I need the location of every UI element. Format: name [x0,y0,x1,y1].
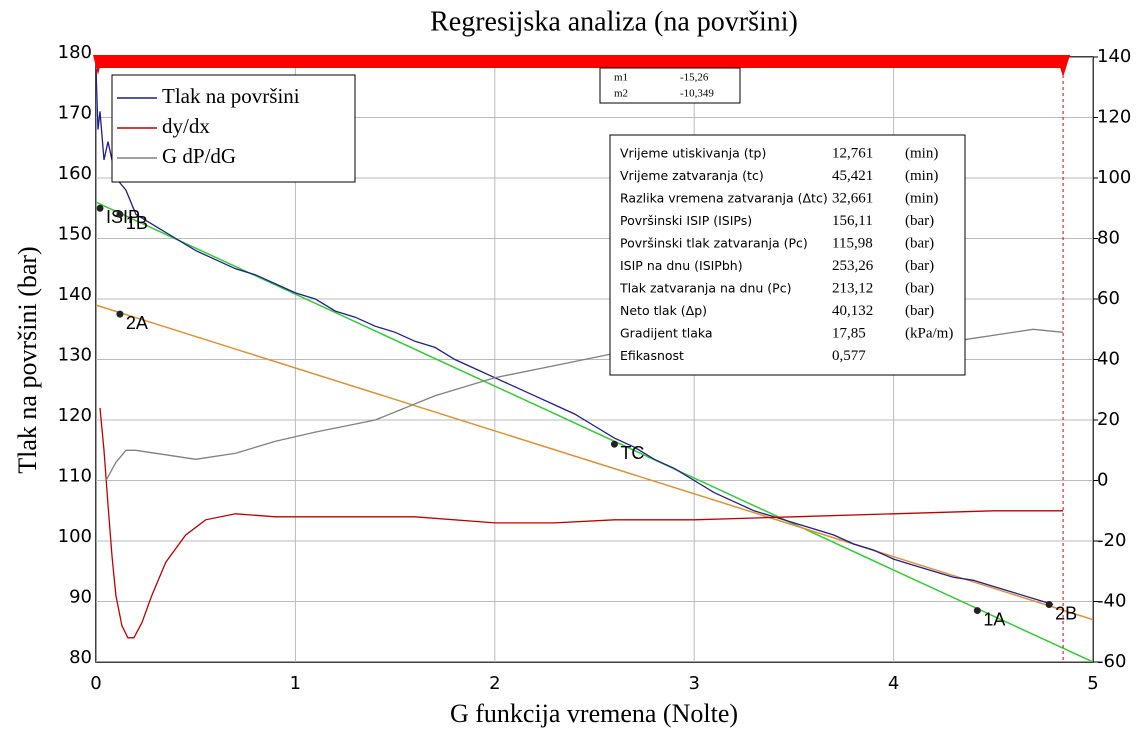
legend-label: dy/dx [162,114,210,138]
y2-tick-label: 100 [1097,167,1131,188]
point-marker [1045,601,1053,609]
slope-name: m1 [614,72,628,84]
point-marker [116,310,124,318]
series-line [99,407,1064,639]
point-label: 1A [983,609,1005,629]
info-value: 17,85 [832,325,866,341]
y-tick-label: 180 [58,42,92,63]
fit-line [96,304,1093,621]
info-value: 156,11 [832,213,873,229]
info-value: 253,26 [832,258,874,274]
slope-name: m2 [614,88,628,100]
point-label: TC [620,443,644,463]
x-tick-label: 0 [90,673,101,694]
chart-title: Regresijska analiza (na površini) [430,6,798,37]
info-unit: (bar) [905,258,934,274]
y-tick-label: 140 [58,284,92,305]
info-label: Razlika vremena zatvaranja (Δtc) [620,191,828,206]
cursor-handle [1056,55,1071,77]
info-label: Tlak zatvaranja na dnu (Pc) [619,281,791,296]
slope-box [599,67,741,104]
y2-tick-label: 140 [1097,46,1131,67]
cursor-bar [96,55,1064,68]
info-value: 12,761 [832,145,873,161]
y-axis-label: Tlak na površini (bar) [13,246,42,473]
info-label: Neto tlak (Δp) [620,303,707,318]
info-value: 40,132 [832,303,873,319]
point-label: ISIP [106,207,140,227]
info-value: 115,98 [832,235,873,251]
series-line [96,69,1054,606]
legend-label: Tlak na površini [162,84,300,108]
point-marker [96,204,104,212]
x-tick-label: 3 [688,673,699,694]
info-label: Površinski tlak zatvaranja (Pc) [620,236,808,251]
info-unit: (kPa/m) [905,325,953,341]
info-unit: (bar) [905,303,934,319]
slope-value: -10,349 [680,88,714,100]
info-box [609,134,966,376]
info-label: Vrijeme utiskivanja (tp) [620,146,766,161]
cursor-handle [93,55,103,75]
y2-tick-label: 80 [1097,228,1120,249]
y2-tick-label: 0 [1097,470,1108,491]
y-tick-label: 110 [58,466,92,487]
y2-tick-label: -60 [1097,651,1126,672]
info-value: 213,12 [832,280,873,296]
x-tick-label: 2 [489,673,500,694]
info-label: Vrijeme zatvaranja (tc) [620,168,764,183]
y2-tick-label: 20 [1097,409,1120,430]
y-tick-label: 150 [58,224,92,245]
info-label: Površinski ISIP (ISIPs) [620,213,752,228]
point-label: 1B [126,213,148,233]
y-tick-label: 130 [58,345,92,366]
point-marker [116,210,124,218]
info-unit: (min) [905,145,938,161]
y-tick-label: 90 [69,587,92,608]
y2-tick-label: 120 [1097,107,1131,128]
info-label: Gradijent tlaka [620,326,713,341]
info-unit: (min) [905,190,938,206]
slope-value: -15,26 [680,72,709,84]
fit-line [96,201,1093,662]
x-tick-label: 4 [888,673,899,694]
y2-tick-label: 60 [1097,288,1120,309]
x-axis-label: G funkcija vremena (Nolte) [450,699,738,728]
y-tick-label: 160 [58,163,92,184]
y-tick-label: 170 [58,103,92,124]
x-tick-label: 5 [1087,673,1098,694]
y2-tick-label: -40 [1097,591,1126,612]
point-marker [973,607,981,615]
info-value: 45,421 [832,168,873,184]
y-tick-label: 80 [69,647,92,668]
info-value: 32,661 [832,190,873,206]
info-label: Efikasnost [620,348,684,363]
y-tick-label: 100 [58,526,92,547]
y-tick-label: 120 [58,405,92,426]
x-tick-label: 1 [290,673,301,694]
point-label: 2B [1055,603,1077,623]
y2-tick-label: 40 [1097,349,1120,370]
point-label: 2A [126,313,148,333]
info-unit: (bar) [905,213,934,229]
info-unit: (bar) [905,235,934,251]
info-label: ISIP na dnu (ISIPbh) [620,258,743,273]
point-marker [610,440,618,448]
info-unit: (bar) [905,280,934,296]
legend-label: G dP/dG [162,144,236,168]
info-unit: (min) [905,168,938,184]
y2-tick-label: -20 [1097,530,1126,551]
info-value: 0,577 [832,348,866,364]
